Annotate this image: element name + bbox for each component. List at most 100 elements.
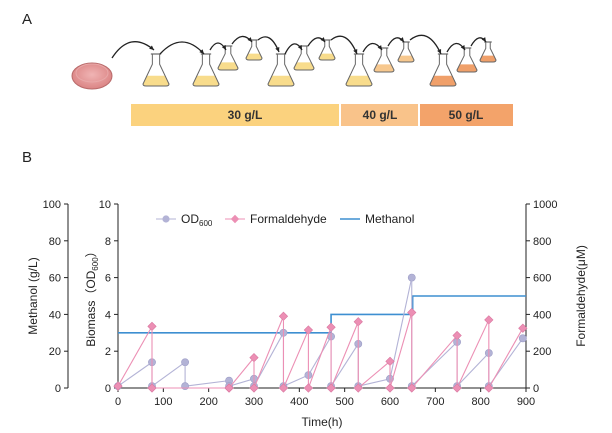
formaldehyde-segment <box>228 357 255 389</box>
formaldehyde-point <box>518 323 528 333</box>
flask-6 <box>293 45 315 71</box>
biomass-tick-label: 0 <box>105 383 111 395</box>
flask-1-outline <box>142 53 170 87</box>
od600-segment <box>358 277 413 387</box>
formaldehyde-point <box>452 383 462 393</box>
od600-segment <box>228 378 255 387</box>
formaldehyde-point <box>249 383 259 393</box>
transfer-arrowhead-5 <box>275 47 280 52</box>
biomass-title-end: ） <box>84 245 98 257</box>
petri-dish-rim <box>75 63 109 83</box>
flask-13 <box>479 41 497 63</box>
x-tick-label: 500 <box>335 396 353 408</box>
formaldehyde-point <box>484 383 494 393</box>
flask-3-medium <box>218 62 238 70</box>
methanol-line <box>118 295 526 334</box>
x-axis-title: Time(h) <box>302 415 343 429</box>
flask-2 <box>192 53 220 87</box>
methanol-tick-label: 80 <box>49 236 61 248</box>
stage-label-30: 30 g/L <box>228 108 263 122</box>
od600-segment <box>185 380 230 387</box>
legend-formaldehyde-marker <box>230 214 240 224</box>
formaldehyde-tick-label: 600 <box>533 273 551 285</box>
od600-segment <box>117 361 153 387</box>
transfer-arrowhead-10 <box>399 37 404 42</box>
stage-bar-40 <box>341 104 418 126</box>
flask-2-outline <box>192 53 220 87</box>
stage-bar-30 <box>131 104 339 126</box>
transfer-arrowhead-7 <box>320 37 325 42</box>
y-axis-title-methanol: Methanol (g/L) <box>26 257 40 334</box>
stage-label-50: 50 g/L <box>449 108 484 122</box>
methanol-series <box>118 295 526 334</box>
legend-od600-sub: 600 <box>199 219 213 228</box>
panel-label-b: B <box>22 149 32 166</box>
od600-point <box>518 334 527 343</box>
flask-13-medium <box>480 55 496 62</box>
formaldehyde-point <box>407 383 417 393</box>
x-tick-label: 100 <box>154 396 172 408</box>
flask-11 <box>429 53 457 87</box>
flask-9 <box>373 47 395 73</box>
culture-diagram <box>71 34 497 90</box>
x-tick-label: 900 <box>517 396 535 408</box>
legend-od600-label: OD600 <box>181 212 213 228</box>
biomass-tick-label: 10 <box>99 199 111 211</box>
formaldehyde-tick-label: 800 <box>533 236 551 248</box>
flask-2-medium <box>193 75 219 86</box>
transfer-arrowhead-4 <box>247 37 252 42</box>
formaldehyde-segment <box>488 327 524 389</box>
flask-12 <box>456 47 478 73</box>
od600-segment <box>456 352 490 387</box>
flask-13-outline <box>479 41 497 63</box>
flask-6-outline <box>293 45 315 71</box>
y-axis-title-formaldehyde: Formaldehyde(μM) <box>574 245 588 347</box>
flask-5-medium <box>268 75 294 86</box>
flask-4-outline <box>245 39 263 61</box>
flask-1 <box>142 53 170 87</box>
formaldehyde-point <box>385 383 395 393</box>
biomass-title-sub: 600 <box>91 257 100 271</box>
formaldehyde-point <box>147 383 157 393</box>
flask-6-medium <box>294 62 314 70</box>
flask-10-medium <box>398 55 414 62</box>
formaldehyde-segment <box>117 326 153 387</box>
flask-7-outline <box>318 39 336 61</box>
petri-dish <box>71 62 113 90</box>
formaldehyde-segment <box>389 312 413 389</box>
flask-10-outline <box>397 41 415 63</box>
flask-8-outline <box>345 53 373 87</box>
transfer-arrow-11 <box>409 34 442 55</box>
methanol-tick-label: 0 <box>55 383 61 395</box>
biomass-tick-label: 6 <box>105 273 111 285</box>
formaldehyde-tick-label: 200 <box>533 346 551 358</box>
x-tick-label: 700 <box>426 396 444 408</box>
stage-label-40: 40 g/L <box>363 108 398 122</box>
x-tick-label: 600 <box>381 396 399 408</box>
legend-od600-main: OD <box>181 212 199 226</box>
legend: OD600 Formaldehyde Methanol <box>156 212 414 228</box>
x-tick-label: 400 <box>290 396 308 408</box>
methanol-tick-label: 20 <box>49 346 61 358</box>
y-axis-title-biomass: Biomass（OD600） <box>84 245 100 346</box>
methanol-tick-label: 100 <box>43 199 61 211</box>
biomass-tick-label: 2 <box>105 346 111 358</box>
formaldehyde-point <box>113 381 123 391</box>
flask-11-medium <box>430 75 456 86</box>
formaldehyde-segment <box>253 316 284 389</box>
methanol-tick-label: 60 <box>49 273 61 285</box>
formaldehyde-tick-label: 400 <box>533 309 551 321</box>
flask-7 <box>318 39 336 61</box>
legend-formaldehyde-label: Formaldehyde <box>250 212 327 226</box>
flask-9-medium <box>374 64 394 72</box>
transfer-arrow-6 <box>284 43 303 55</box>
methanol-tick-label: 40 <box>49 309 61 321</box>
formaldehyde-tick-label: 1000 <box>533 199 557 211</box>
transfer-arrowhead-3 <box>221 45 226 50</box>
formaldehyde-segment <box>330 321 359 389</box>
od600-segment <box>330 343 359 387</box>
flask-8 <box>345 53 373 87</box>
flask-4 <box>245 39 263 61</box>
